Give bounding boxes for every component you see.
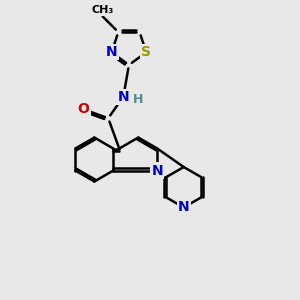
Text: N: N: [152, 164, 163, 178]
Text: N: N: [118, 90, 129, 104]
Text: S: S: [141, 45, 151, 59]
Text: O: O: [77, 102, 89, 116]
Text: N: N: [178, 200, 190, 214]
Text: H: H: [133, 93, 143, 106]
Text: CH₃: CH₃: [92, 5, 114, 15]
Text: N: N: [106, 45, 118, 59]
